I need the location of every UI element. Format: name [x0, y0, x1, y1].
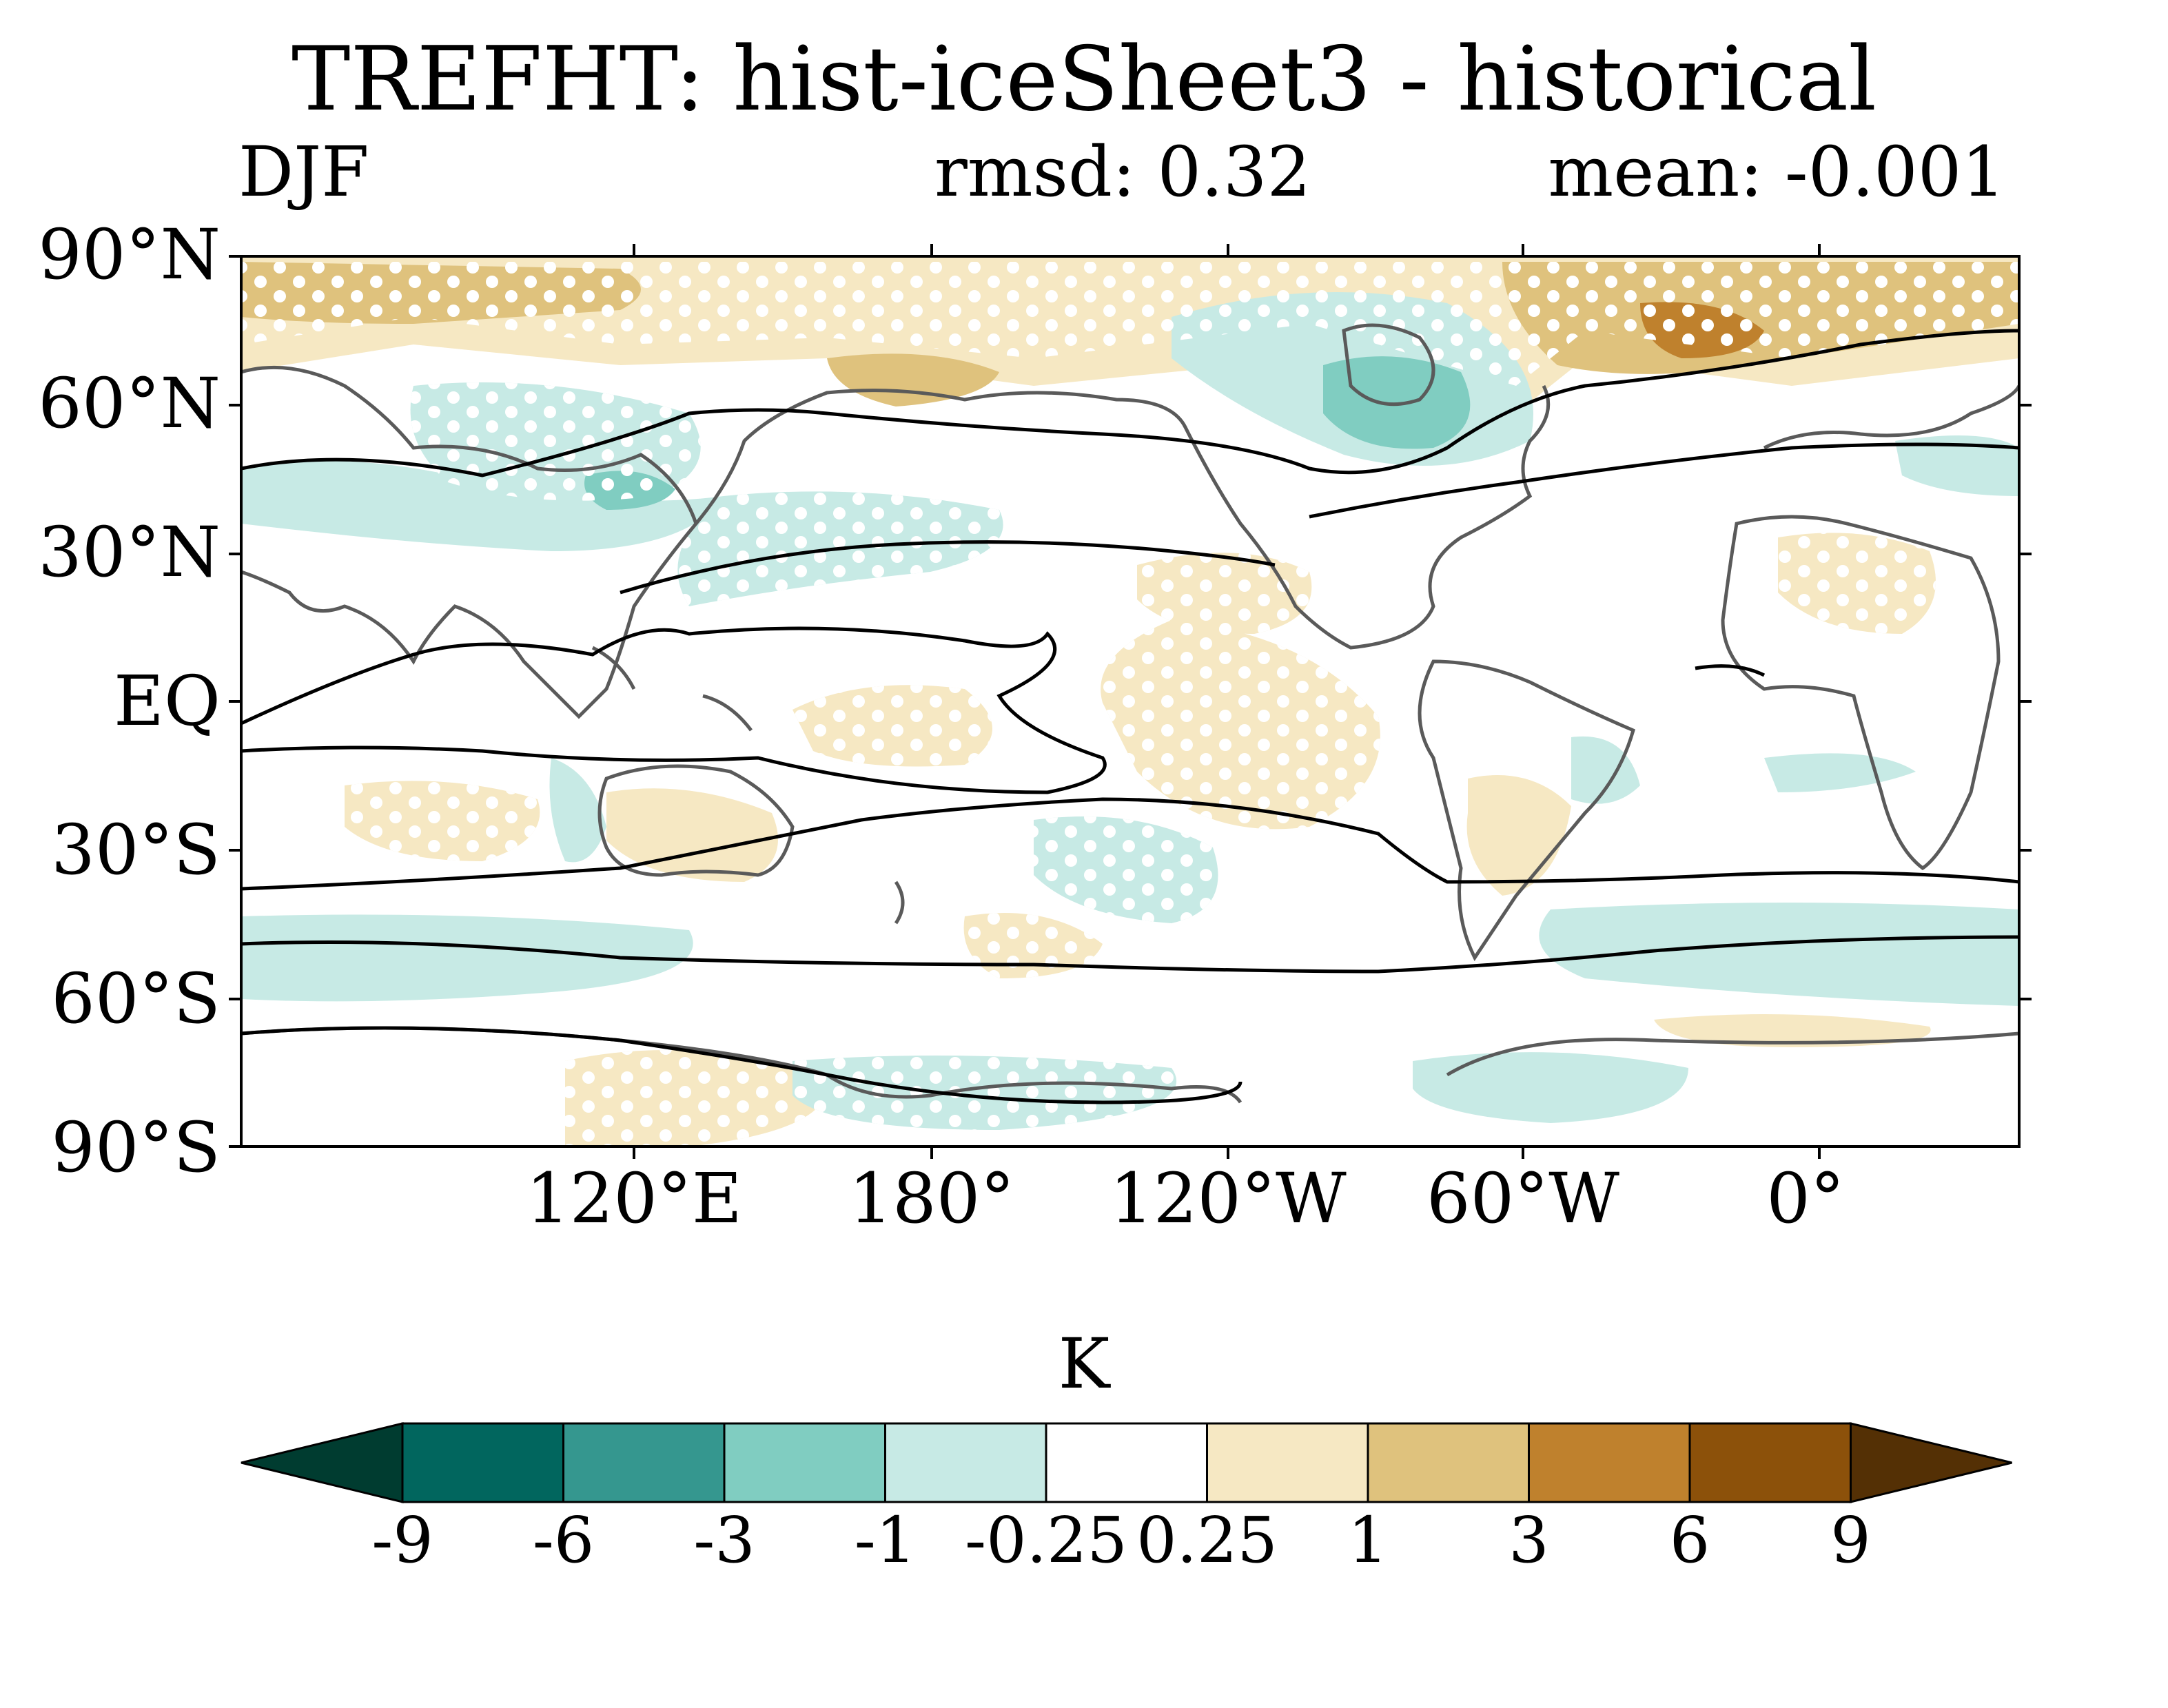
map-panel — [241, 256, 2019, 1146]
colorbar-tick-label: -1 — [854, 1503, 917, 1577]
map-ticks — [229, 244, 2032, 1159]
lon-label-0: 0° — [1766, 1158, 1845, 1239]
lat-label-90n: 90°N — [38, 214, 221, 295]
colorbar-tick-label: -6 — [532, 1503, 595, 1577]
colorbar-tick-label: -9 — [371, 1503, 433, 1577]
colorbar-segment — [1688, 1422, 1852, 1503]
lat-label-60n: 60°N — [38, 363, 221, 444]
lat-label-30n: 30°N — [38, 512, 221, 593]
colorbar-segment — [401, 1422, 564, 1503]
significance-stippling — [241, 262, 2019, 1146]
lat-label-30s: 30°S — [51, 810, 221, 890]
colorbar-tick-label: 0.25 — [1136, 1503, 1278, 1577]
lat-label-60s: 60°S — [51, 958, 221, 1039]
lat-label-eq: EQ — [114, 661, 221, 741]
colorbar-extend-high — [1850, 1422, 2012, 1503]
lon-label-120w: 120°W — [1109, 1158, 1347, 1239]
colorbar-segment — [1206, 1422, 1369, 1503]
colorbar-segment — [562, 1422, 726, 1503]
lon-label-120e: 120°E — [526, 1158, 742, 1239]
colorbar-tick-label: -0.25 — [965, 1503, 1127, 1577]
colorbar-tick-label: -3 — [693, 1503, 755, 1577]
colorbar-segment — [723, 1422, 886, 1503]
colorbar-segment — [1528, 1422, 1691, 1503]
mean-label: mean: -0.001 — [1548, 132, 2005, 212]
contour-lines — [241, 329, 2019, 1104]
colorbar — [241, 1422, 2012, 1503]
units-label: K — [1058, 1324, 1110, 1404]
colorbar-segment — [884, 1422, 1047, 1503]
season-label: DJF — [238, 132, 369, 212]
colorbar-tick-label: 9 — [1830, 1503, 1871, 1577]
map-title: TREFHT: hist-iceSheet3 - historical — [291, 28, 1877, 131]
colorbar-extend-low — [241, 1422, 404, 1503]
coastlines — [241, 323, 2019, 1104]
lon-label-60w: 60°W — [1426, 1158, 1620, 1239]
rmsd-label: rmsd: 0.32 — [934, 132, 1311, 212]
colorbar-tick-label: 6 — [1669, 1503, 1710, 1577]
lat-label-90s: 90°S — [51, 1107, 221, 1188]
lon-label-180: 180° — [848, 1158, 1015, 1239]
colorbar-segment — [1367, 1422, 1530, 1503]
colorbar-tick-label: 3 — [1509, 1503, 1549, 1577]
colorbar-segment — [1045, 1422, 1208, 1503]
colorbar-tick-label: 1 — [1347, 1503, 1389, 1577]
